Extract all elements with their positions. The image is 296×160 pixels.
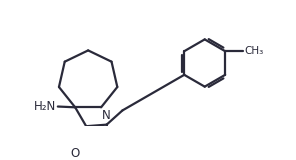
Text: O: O bbox=[70, 148, 80, 160]
Text: CH₃: CH₃ bbox=[244, 46, 263, 56]
Text: H₂N: H₂N bbox=[34, 100, 56, 113]
Text: N: N bbox=[102, 109, 111, 122]
